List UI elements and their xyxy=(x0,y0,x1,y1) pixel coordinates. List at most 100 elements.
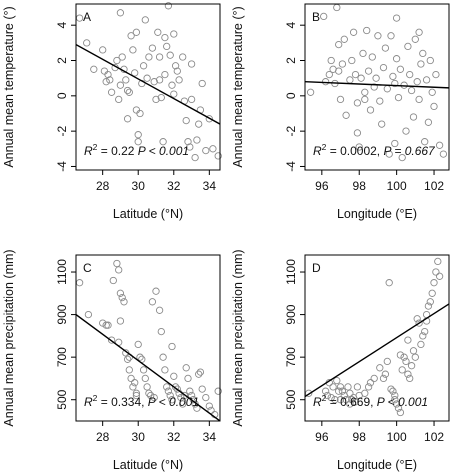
data-point xyxy=(366,106,375,114)
data-point xyxy=(389,72,397,81)
data-point xyxy=(372,74,380,82)
data-point xyxy=(83,39,91,47)
data-point xyxy=(131,69,139,77)
data-point xyxy=(129,383,137,391)
stat-r2-value: = 0.0002, xyxy=(326,144,383,158)
data-point xyxy=(340,35,348,43)
data-point xyxy=(359,49,367,58)
data-point xyxy=(400,353,408,361)
data-point xyxy=(75,279,84,287)
data-point xyxy=(104,321,112,329)
plot-frame xyxy=(304,254,450,422)
data-point xyxy=(424,118,433,126)
data-point xyxy=(421,138,429,146)
x-tick-label: 28 xyxy=(96,430,110,444)
data-point xyxy=(109,276,117,285)
data-point xyxy=(407,86,416,95)
data-point xyxy=(333,3,341,12)
y-tick-label: -4 xyxy=(55,161,69,172)
data-point xyxy=(417,340,425,349)
data-point xyxy=(164,387,173,395)
data-point xyxy=(344,383,352,391)
data-point xyxy=(342,396,350,404)
data-point xyxy=(428,88,436,96)
data-point xyxy=(426,298,434,306)
data-point xyxy=(320,12,328,21)
data-point xyxy=(155,53,164,61)
x-tick-label: 98 xyxy=(353,430,367,444)
data-point xyxy=(168,342,176,351)
data-point xyxy=(424,302,433,310)
regression-line xyxy=(305,303,449,398)
x-axis-title: Longitude (°E) xyxy=(337,207,417,221)
data-point xyxy=(152,287,160,295)
data-point xyxy=(389,387,397,395)
data-point xyxy=(122,76,130,84)
data-point xyxy=(186,387,194,395)
stat-r-symbol: R xyxy=(84,144,93,158)
data-point xyxy=(159,138,167,146)
data-point xyxy=(415,28,423,36)
data-point xyxy=(163,42,171,51)
y-tick-label: -2 xyxy=(284,125,298,136)
data-point xyxy=(202,393,210,402)
data-point xyxy=(141,374,149,383)
stat-annotation: R2 = 0.669, P < 0.001 xyxy=(313,393,428,409)
data-point xyxy=(321,387,330,395)
data-point xyxy=(391,79,399,88)
panel-letter: B xyxy=(312,10,320,24)
data-point xyxy=(187,391,196,400)
data-point xyxy=(348,56,356,65)
panel-c: 28 30 32 34 500 700 900 1100 Latitude (°N) Annual… xyxy=(2,249,222,472)
data-point xyxy=(166,51,174,59)
data-point xyxy=(357,74,365,82)
data-point xyxy=(143,383,151,391)
stat-p-value: P = 0.667 xyxy=(383,144,436,158)
data-point xyxy=(417,60,425,68)
data-point xyxy=(338,387,347,395)
data-point xyxy=(161,366,169,374)
data-point xyxy=(102,321,110,329)
data-point xyxy=(115,266,123,274)
data-point xyxy=(361,95,369,104)
data-point xyxy=(432,268,440,276)
y-tick-label: 0 xyxy=(284,92,298,99)
data-point xyxy=(170,90,178,98)
data-point xyxy=(391,396,399,404)
data-point xyxy=(364,383,373,391)
data-point xyxy=(198,385,206,393)
data-point xyxy=(363,26,371,35)
data-point xyxy=(175,76,183,84)
data-point xyxy=(136,353,144,361)
data-point xyxy=(327,56,335,65)
regression-line xyxy=(76,314,220,421)
y-tick-label: 500 xyxy=(55,389,69,409)
data-point xyxy=(407,362,416,370)
y-tick-label: 900 xyxy=(284,304,298,324)
data-point xyxy=(132,391,141,400)
x-axis-title: Latitude (°N) xyxy=(113,207,183,221)
data-point xyxy=(376,364,384,372)
data-point xyxy=(118,53,126,61)
data-point xyxy=(430,102,438,111)
data-point xyxy=(145,389,153,397)
data-point xyxy=(378,120,386,128)
data-point xyxy=(394,404,403,412)
data-point xyxy=(396,408,405,417)
data-point xyxy=(335,387,343,395)
x-tick-label: 28 xyxy=(96,179,110,193)
data-point xyxy=(159,353,167,361)
stat-r-symbol: R xyxy=(84,395,93,409)
data-point xyxy=(168,81,176,89)
data-point xyxy=(364,67,373,75)
data-point xyxy=(353,383,362,391)
data-point xyxy=(113,56,121,65)
data-point xyxy=(406,70,414,79)
data-point xyxy=(198,79,206,88)
data-point xyxy=(116,317,125,325)
data-point xyxy=(415,319,423,327)
data-point xyxy=(379,374,388,383)
data-point xyxy=(439,150,448,158)
stat-r-symbol: R xyxy=(313,144,322,158)
data-point xyxy=(366,379,375,387)
